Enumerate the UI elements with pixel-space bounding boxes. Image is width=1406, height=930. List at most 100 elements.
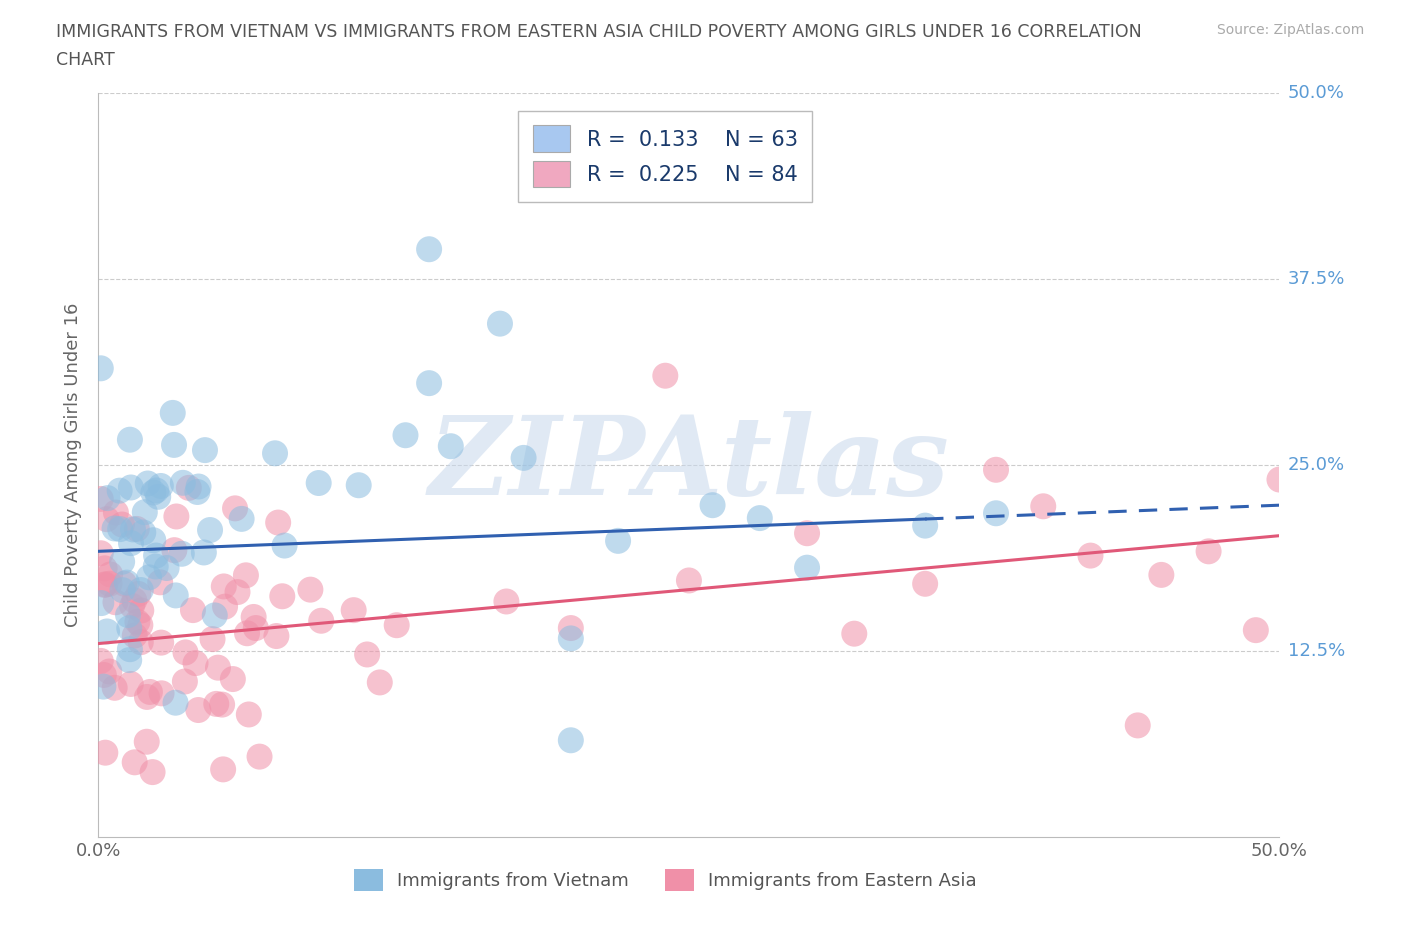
Point [271, 589, 294, 604]
Point [194, 443, 217, 458]
Point [1244, 623, 1267, 638]
Point [173, 674, 195, 689]
Point [170, 546, 193, 561]
Point [184, 656, 207, 671]
Point [678, 153, 700, 167]
Point [267, 515, 290, 530]
Point [122, 522, 145, 537]
Point [145, 548, 167, 563]
Point [132, 525, 155, 540]
Point [90, 654, 112, 669]
Point [96, 624, 118, 639]
Point [440, 439, 463, 454]
Point [138, 570, 160, 585]
Text: Source: ZipAtlas.com: Source: ZipAtlas.com [1216, 23, 1364, 37]
Point [308, 475, 330, 490]
Point [214, 599, 236, 614]
Point [984, 462, 1007, 477]
Point [678, 573, 700, 588]
Point [418, 242, 440, 257]
Point [129, 635, 152, 650]
Point [207, 660, 229, 675]
Point [104, 505, 127, 520]
Point [162, 405, 184, 420]
Point [93, 578, 115, 592]
Point [136, 476, 159, 491]
Point [181, 603, 204, 618]
Point [193, 545, 215, 560]
Point [172, 475, 194, 490]
Point [111, 583, 134, 598]
Point [120, 480, 142, 495]
Point [97, 491, 120, 506]
Point [108, 484, 131, 498]
Point [186, 485, 208, 499]
Point [489, 316, 512, 331]
Point [96, 512, 118, 526]
Point [120, 676, 142, 691]
Point [129, 618, 152, 632]
Point [93, 668, 115, 683]
Point [347, 478, 370, 493]
Point [201, 631, 224, 646]
Point [142, 764, 165, 779]
Point [560, 733, 582, 748]
Point [205, 697, 228, 711]
Point [142, 533, 165, 548]
Point [1268, 472, 1291, 487]
Point [495, 594, 517, 609]
Point [343, 603, 366, 618]
Point [204, 608, 226, 623]
Point [148, 489, 170, 504]
Point [125, 522, 148, 537]
Point [264, 445, 287, 460]
Point [512, 450, 534, 465]
Point [368, 675, 391, 690]
Point [129, 582, 152, 597]
Point [211, 698, 233, 712]
Point [165, 696, 187, 711]
Text: CHART: CHART [56, 51, 115, 69]
Legend: Immigrants from Vietnam, Immigrants from Eastern Asia: Immigrants from Vietnam, Immigrants from… [346, 862, 984, 898]
Point [124, 593, 146, 608]
Point [111, 554, 134, 569]
Point [212, 579, 235, 594]
Point [90, 595, 112, 610]
Point [654, 368, 676, 383]
Text: 50.0%: 50.0% [1288, 84, 1344, 102]
Point [104, 681, 127, 696]
Text: 25.0%: 25.0% [1288, 456, 1346, 474]
Point [139, 684, 162, 699]
Point [163, 543, 186, 558]
Point [155, 561, 177, 576]
Point [796, 560, 818, 575]
Point [117, 607, 139, 622]
Point [121, 598, 143, 613]
Point [222, 671, 245, 686]
Point [796, 525, 818, 540]
Point [136, 689, 159, 704]
Point [93, 679, 115, 694]
Point [356, 647, 378, 662]
Point [385, 618, 408, 632]
Point [914, 577, 936, 591]
Point [145, 559, 167, 574]
Point [231, 512, 253, 526]
Point [418, 376, 440, 391]
Point [90, 361, 112, 376]
Point [1126, 718, 1149, 733]
Point [134, 505, 156, 520]
Y-axis label: Child Poverty Among Girls Under 16: Child Poverty Among Girls Under 16 [65, 303, 83, 627]
Point [1080, 548, 1102, 563]
Point [129, 603, 152, 618]
Point [98, 664, 121, 679]
Point [266, 629, 288, 644]
Point [93, 561, 115, 576]
Point [150, 686, 173, 701]
Point [142, 485, 165, 500]
Point [299, 582, 322, 597]
Point [560, 620, 582, 635]
Point [187, 702, 209, 717]
Point [212, 762, 235, 777]
Point [90, 546, 112, 561]
